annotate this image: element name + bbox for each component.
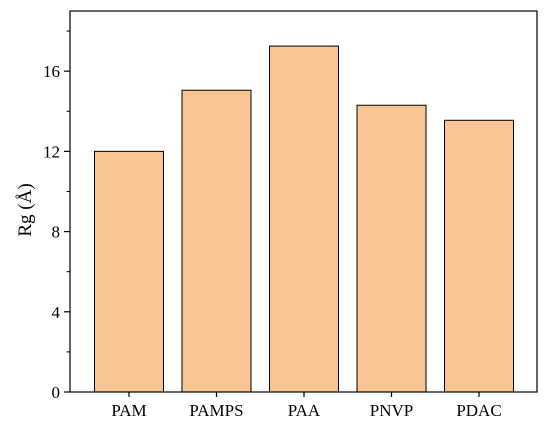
bar-pdac [444,119,514,393]
x-tick-label: PNVP [370,401,413,420]
bar-pnvp [356,104,427,393]
y-tick-label: 12 [43,142,60,161]
y-tick-label: 4 [52,303,61,322]
y-tick-label: 0 [52,383,61,402]
y-axis-title: Rg (Å) [15,183,36,236]
bar-pam [94,150,164,393]
x-tick-label: PAMPS [189,401,243,420]
bar-pamps [181,89,252,393]
y-tick-label: 8 [52,223,61,242]
x-tick-label: PDAC [456,401,501,420]
bar-paa [269,45,339,393]
bars-layer [94,45,514,393]
x-tick-label: PAM [111,401,146,420]
x-tick-label: PAA [288,401,321,420]
y-tick-label: 16 [43,62,60,81]
ticks-layer: PAM PAMPS PAA PNVP PDAC 0 4 8 12 16 [43,30,502,420]
